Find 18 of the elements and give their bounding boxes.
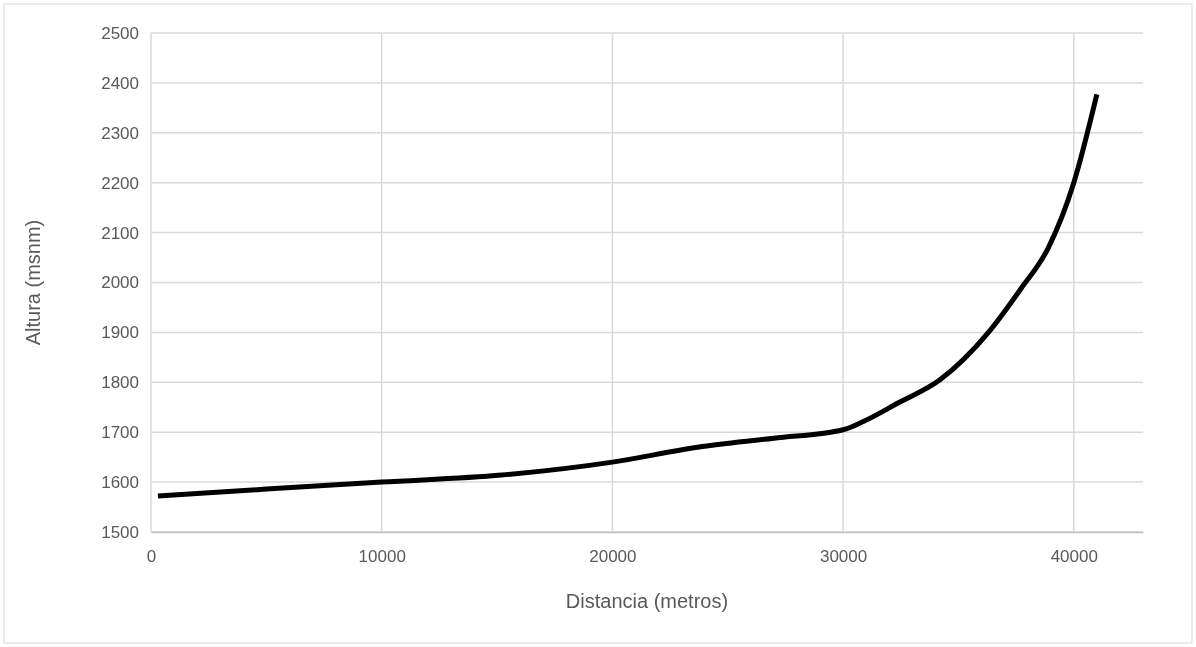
y-tick-label: 2100 <box>101 223 139 243</box>
x-axis-title: Distancia (metros) <box>565 590 729 612</box>
y-tick-label: 1700 <box>101 423 139 443</box>
x-tick-label: 10000 <box>358 547 406 567</box>
x-tick-label: 30000 <box>819 547 868 567</box>
y-tick-label: 2500 <box>101 23 139 43</box>
y-tick-label: 2300 <box>101 123 139 143</box>
y-tick-label: 2200 <box>101 173 139 193</box>
y-tick-label: 1800 <box>101 373 139 393</box>
x-tick-label: 40000 <box>1050 547 1098 567</box>
y-tick-label: 2000 <box>101 273 139 293</box>
y-axis-title: Altura (msnm) <box>22 219 44 346</box>
y-tick-label: 1500 <box>101 522 139 542</box>
y-tick-label: 1900 <box>101 323 139 343</box>
x-tick-label: 0 <box>146 547 157 567</box>
y-tick-label: 2400 <box>101 73 139 93</box>
x-tick-label: 20000 <box>589 547 637 567</box>
y-tick-label: 1600 <box>101 473 139 493</box>
